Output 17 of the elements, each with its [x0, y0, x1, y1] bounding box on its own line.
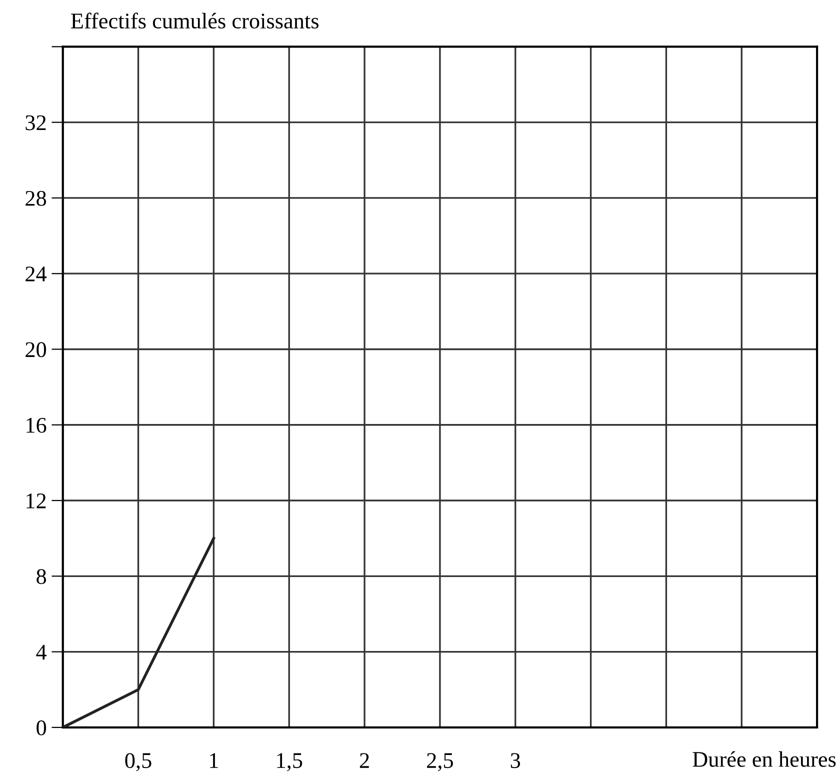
y-axis-title: Effectifs cumulés croissants: [71, 12, 319, 29]
y-tick-label: 24: [26, 266, 47, 282]
y-tick-label: 8: [36, 569, 46, 584]
y-tick-label: 12: [26, 494, 46, 508]
x-tick-label: 2,5: [427, 753, 453, 772]
x-axis-title: Durée en heures: [692, 751, 836, 767]
y-tick-label: 28: [26, 190, 46, 206]
y-tick-label: 0: [36, 720, 46, 736]
y-tick-label: 20: [26, 342, 46, 358]
x-tick-label: 1,5: [277, 753, 302, 772]
x-tick-label: 3: [510, 753, 520, 768]
x-tick-label: 0,5: [125, 753, 152, 772]
x-tick-label: 1: [210, 753, 218, 768]
y-tick-label: 4: [36, 644, 47, 660]
y-tick-label: 32: [26, 115, 46, 130]
x-tick-label: 2: [360, 753, 369, 768]
y-tick-label: 16: [26, 418, 46, 433]
